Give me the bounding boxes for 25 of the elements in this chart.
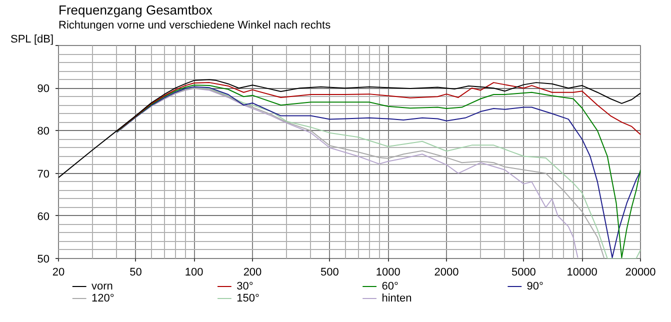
y-tick-label: 60 — [37, 210, 50, 223]
x-tick-label: 20 — [52, 266, 65, 278]
chart-title: Frequenzgang Gesamtbox — [58, 2, 213, 18]
legend-label: 120° — [92, 292, 114, 304]
x-tick-label: 100 — [184, 266, 204, 278]
x-tick-label: 1000 — [376, 266, 400, 278]
x-tick-label: 500 — [320, 266, 339, 278]
x-tick-label: 50 — [130, 266, 142, 278]
legend-label: hinten — [382, 292, 412, 304]
y-tick-label: 70 — [37, 168, 50, 180]
legend-label: 90° — [526, 280, 544, 292]
x-tick-label: 20000 — [625, 266, 656, 278]
x-tick-label: 200 — [243, 266, 262, 278]
y-axis-title: SPL [dB] — [10, 34, 54, 46]
y-tick-label: 80 — [37, 126, 50, 138]
chart-subtitle: Richtungen vorne und verschiedene Winkel nach rechts — [58, 20, 332, 32]
legend-label: vorn — [92, 280, 113, 292]
x-tick-label: 10000 — [566, 266, 598, 278]
legend-label: 150° — [236, 292, 260, 304]
x-tick-label: 2000 — [434, 266, 459, 278]
legend-label: 30° — [236, 280, 254, 292]
legend-label: 60° — [382, 280, 398, 292]
x-tick-label: 5000 — [511, 266, 536, 278]
y-tick-label: 90 — [37, 83, 50, 96]
y-tick-label: 50 — [37, 254, 50, 266]
